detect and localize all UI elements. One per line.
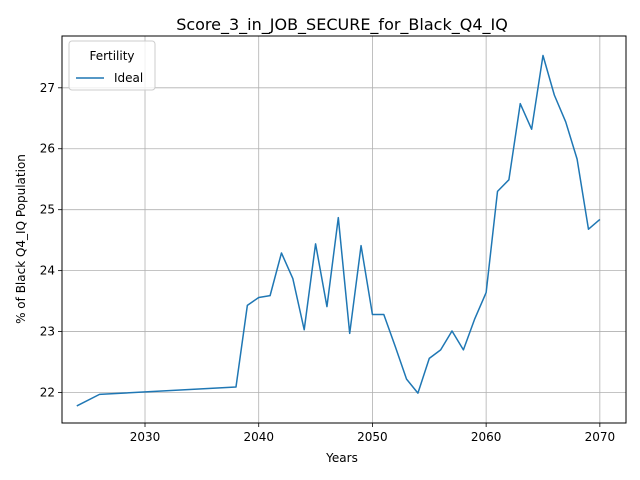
x-axis-label: Years bbox=[325, 451, 358, 465]
x-tick-label: 2070 bbox=[585, 430, 616, 444]
series-layer bbox=[76, 54, 601, 407]
series-line-ideal bbox=[76, 54, 601, 407]
y-tick-label: 26 bbox=[40, 142, 55, 156]
grid bbox=[62, 36, 626, 423]
x-tick-label: 2030 bbox=[130, 430, 161, 444]
legend-label-ideal: Ideal bbox=[114, 71, 143, 85]
x-tick-label: 2060 bbox=[471, 430, 502, 444]
x-tick-label: 2050 bbox=[357, 430, 388, 444]
y-axis-label: % of Black Q4_IQ Population bbox=[14, 154, 28, 324]
plot-frame bbox=[61, 35, 627, 424]
legend-title: Fertility bbox=[89, 49, 134, 63]
chart-title: Score_3_in_JOB_SECURE_for_Black_Q4_IQ bbox=[176, 15, 508, 35]
y-tick-label: 27 bbox=[40, 81, 55, 95]
ticks: 2030 2040 2050 2060 2070 22 23 24 25 26 27 bbox=[40, 81, 615, 444]
y-tick-label: 22 bbox=[40, 386, 55, 400]
y-tick-label: 25 bbox=[40, 203, 55, 217]
x-tick-label: 2040 bbox=[243, 430, 274, 444]
y-tick-label: 24 bbox=[40, 264, 55, 278]
y-tick-label: 23 bbox=[40, 325, 55, 339]
legend: Fertility Ideal bbox=[68, 40, 156, 91]
